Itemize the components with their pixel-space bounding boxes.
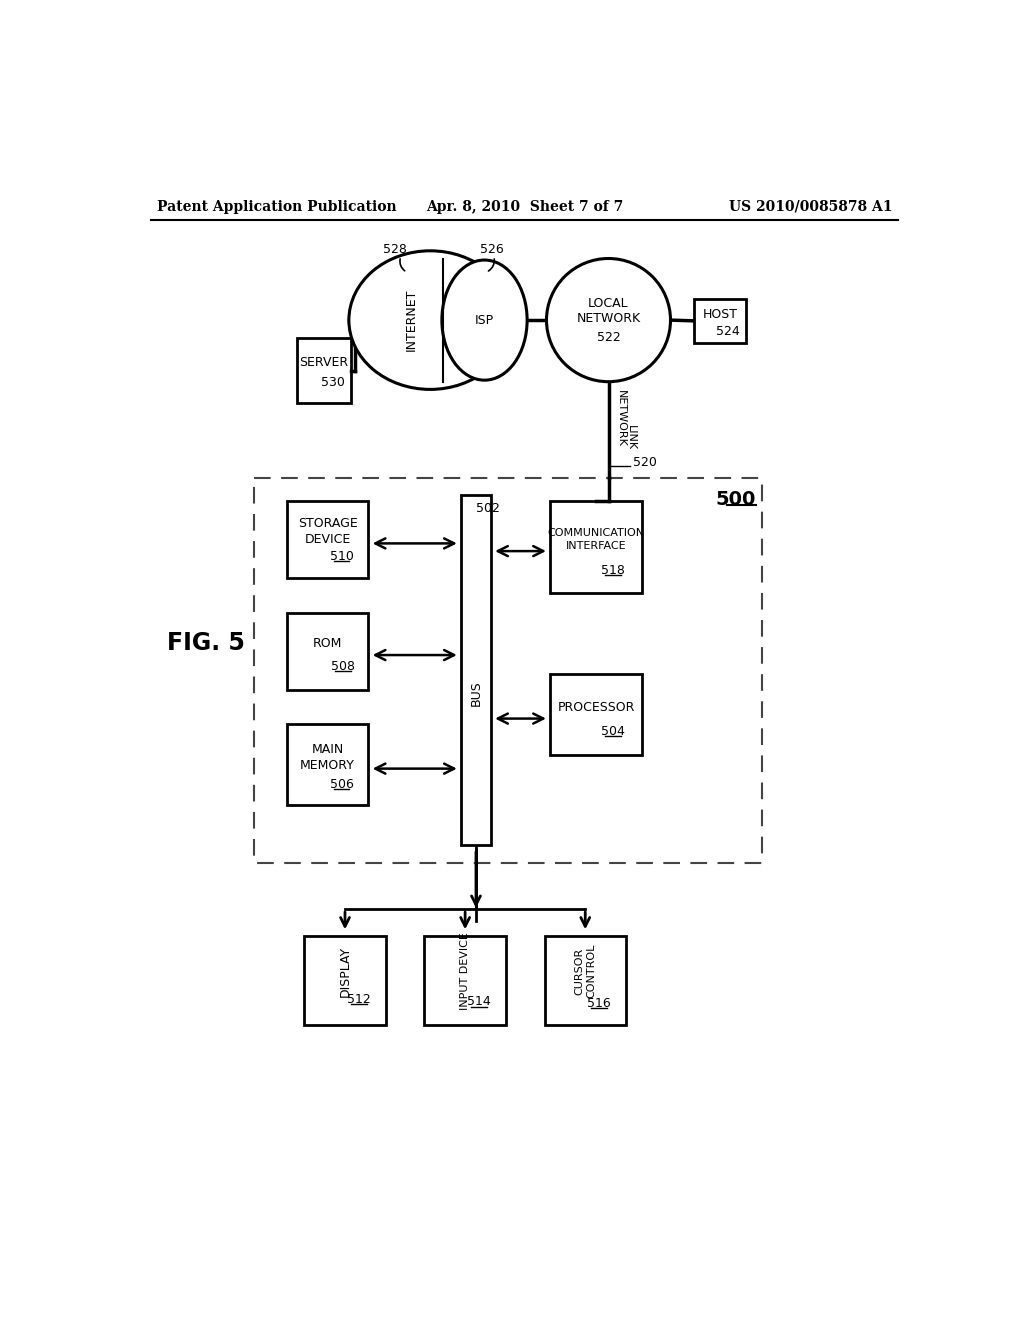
Text: SERVER: SERVER [299, 356, 348, 370]
Bar [254, 478, 762, 863]
Bar [287, 612, 369, 689]
Bar [545, 936, 626, 1024]
Bar [297, 338, 351, 404]
Text: PROCESSOR: PROCESSOR [557, 701, 635, 714]
Text: Patent Application Publication: Patent Application Publication [158, 199, 397, 214]
Text: STORAGE
DEVICE: STORAGE DEVICE [298, 517, 357, 546]
Text: HOST: HOST [702, 308, 737, 321]
Text: DISPLAY: DISPLAY [339, 945, 351, 997]
Ellipse shape [442, 260, 527, 380]
Text: 512: 512 [347, 993, 371, 1006]
Text: 516: 516 [588, 997, 611, 1010]
Bar [287, 502, 369, 578]
Bar [461, 495, 490, 845]
Bar [424, 936, 506, 1024]
Text: 522: 522 [597, 330, 621, 343]
Ellipse shape [547, 259, 671, 381]
Text: 514: 514 [467, 995, 490, 1008]
Bar [550, 502, 642, 594]
Text: 508: 508 [331, 660, 355, 673]
Text: ISP: ISP [475, 314, 494, 326]
Text: MAIN
MEMORY: MAIN MEMORY [300, 743, 355, 772]
Text: CURSOR
CONTROL: CURSOR CONTROL [574, 944, 596, 998]
Text: INPUT DEVICE: INPUT DEVICE [460, 932, 470, 1010]
Ellipse shape [349, 251, 512, 389]
Bar [550, 675, 642, 755]
Text: Apr. 8, 2010  Sheet 7 of 7: Apr. 8, 2010 Sheet 7 of 7 [426, 199, 624, 214]
Text: 528: 528 [383, 243, 408, 256]
Text: INTERNET: INTERNET [404, 289, 418, 351]
Bar [693, 298, 746, 343]
Text: 524: 524 [716, 325, 739, 338]
Text: 500: 500 [716, 490, 756, 510]
Text: NETWORK: NETWORK [616, 389, 627, 446]
Text: 510: 510 [330, 550, 353, 564]
Text: 506: 506 [330, 777, 353, 791]
Text: 530: 530 [322, 376, 345, 388]
Text: 502: 502 [476, 502, 500, 515]
Text: LOCAL
NETWORK: LOCAL NETWORK [577, 297, 641, 325]
Text: ROM: ROM [313, 638, 342, 649]
Text: 504: 504 [601, 725, 625, 738]
Bar [304, 936, 386, 1024]
Bar [287, 725, 369, 805]
Text: 526: 526 [480, 243, 504, 256]
Text: LINK: LINK [626, 425, 636, 450]
Text: 518: 518 [601, 564, 625, 577]
Text: 520: 520 [633, 455, 657, 469]
Text: BUS: BUS [469, 680, 482, 706]
Text: US 2010/0085878 A1: US 2010/0085878 A1 [729, 199, 892, 214]
Text: FIG. 5: FIG. 5 [167, 631, 245, 656]
Text: COMMUNICATION
INTERFACE: COMMUNICATION INTERFACE [548, 528, 645, 550]
